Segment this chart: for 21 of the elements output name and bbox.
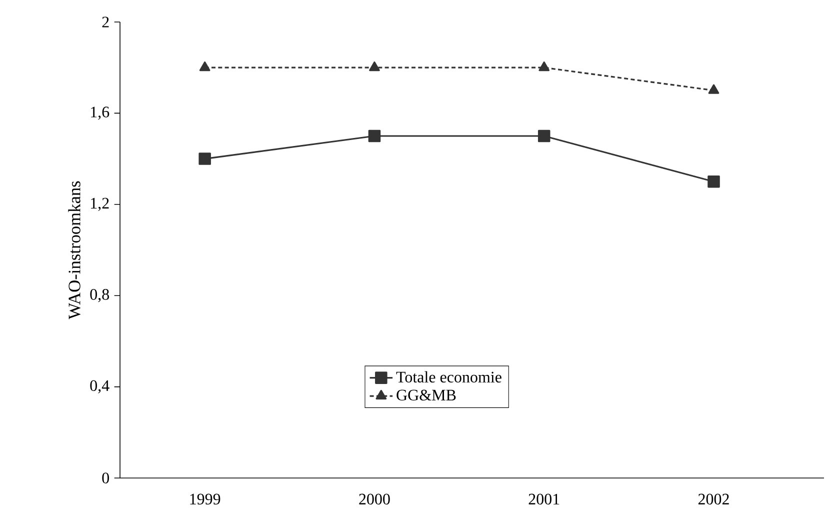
point (369, 61, 380, 72)
y-tick-label: 1,2 (91, 198, 109, 211)
x-tick-label: 2000 (359, 494, 390, 505)
point (708, 84, 720, 94)
x-tick-label: 2001 (528, 494, 560, 505)
point (199, 61, 210, 72)
x-tick-label: 2002 (698, 494, 729, 505)
point (368, 130, 381, 142)
point (708, 175, 720, 188)
legend-label: GG&MB (396, 390, 456, 400)
y-tick-label: 1,6 (91, 106, 110, 120)
y-tick-label: 0 (102, 472, 109, 484)
y-axis-title: WAO-instroomkans (68, 181, 80, 320)
legend-label: Totale economie (396, 371, 502, 383)
y-tick-label: 2 (102, 16, 109, 28)
point (198, 152, 211, 165)
x-tick-label: 1999 (190, 494, 220, 504)
point (538, 61, 550, 72)
y-tick-label: 0,8 (90, 289, 109, 302)
point (538, 130, 550, 142)
y-tick-label: 0,4 (90, 380, 110, 394)
